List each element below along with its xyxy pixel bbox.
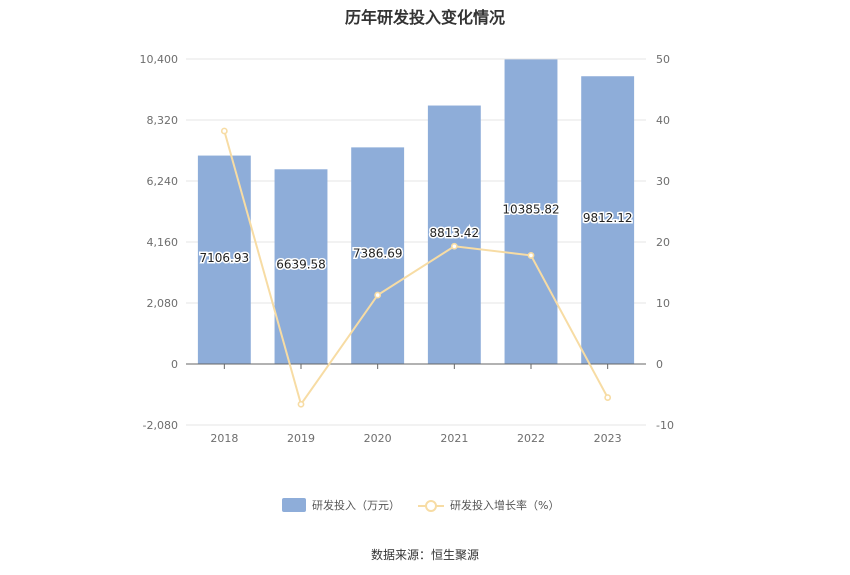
growth-rate-point — [604, 394, 612, 401]
x-tick-label: 2019 — [287, 432, 315, 445]
growth-rate-line — [223, 130, 609, 407]
bar-data-label: 7106.93 — [200, 251, 250, 265]
growth-rate-point — [527, 252, 535, 259]
y-left-tick-label: 4,160 — [147, 236, 179, 249]
x-tick-label: 2021 — [440, 432, 468, 445]
growth-rate-point — [374, 291, 382, 299]
label-layer: 7106.93 6639.58 7386.69 8813.42 10385.82 9812… — [198, 201, 634, 273]
y-left-tick-label: -2,080 — [143, 419, 178, 432]
bar-data-label: 10385.82 — [502, 203, 559, 217]
y-left-tick-label: 2,080 — [147, 297, 179, 310]
x-tick-label: 2018 — [210, 432, 238, 445]
line-layer — [220, 127, 612, 408]
bar-data-label: 6639.58 — [276, 258, 326, 272]
axis-layer: -2,080 0 2,080 4,160 6,240 8,320 10,400 -10 0 10 2… — [140, 53, 674, 445]
bar — [274, 169, 328, 364]
y-right-tick-label: 0 — [656, 358, 663, 371]
y-right-tick-label: 20 — [656, 236, 670, 249]
y-left-tick-label: 6,240 — [147, 175, 179, 188]
y-left-tick-label: 10,400 — [140, 53, 179, 66]
y-right-tick-label: 40 — [656, 114, 670, 127]
legend-bar-label[interactable]: 研发投入（万元） — [312, 498, 400, 512]
y-right-tick-label: -10 — [656, 419, 674, 432]
growth-rate-point — [220, 127, 228, 135]
y-left-tick-label: 0 — [171, 358, 178, 371]
legend-line-swatch-marker[interactable] — [425, 500, 437, 512]
legend: 研发投入（万元） 研发投入增长率（%） — [282, 498, 559, 512]
y-right-tick-label: 10 — [656, 297, 670, 310]
legend-line-label[interactable]: 研发投入增长率（%） — [450, 498, 559, 512]
growth-rate-point — [450, 242, 458, 250]
bar-data-label: 7386.69 — [353, 247, 403, 261]
bar-data-label: 9812.12 — [583, 211, 633, 225]
x-tick-label: 2023 — [594, 432, 622, 445]
bar — [351, 147, 405, 364]
source-note: 数据来源：恒生聚源 — [370, 548, 479, 562]
chart-title: 历年研发投入变化情况 — [344, 8, 505, 27]
bar — [581, 76, 635, 364]
bar-data-label: 8813.42 — [430, 226, 480, 240]
x-tick-label: 2020 — [364, 432, 392, 445]
legend-bar-swatch[interactable] — [282, 498, 306, 512]
bar — [427, 105, 481, 364]
y-right-tick-label: 30 — [656, 175, 670, 188]
x-tick-label: 2022 — [517, 432, 545, 445]
bar — [504, 59, 558, 364]
y-left-tick-label: 8,320 — [147, 114, 179, 127]
growth-rate-point — [297, 400, 305, 408]
y-right-tick-label: 50 — [656, 53, 670, 66]
bar-layer — [197, 59, 635, 364]
